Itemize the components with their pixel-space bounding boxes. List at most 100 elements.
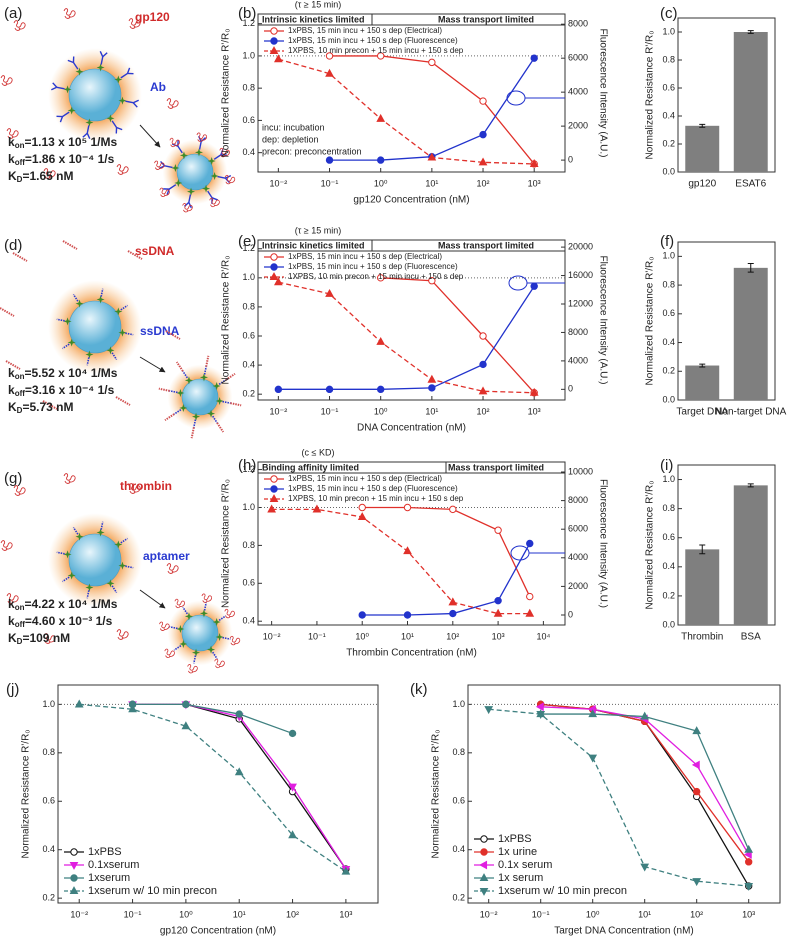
- data-point: [403, 503, 412, 512]
- probe: [56, 551, 65, 555]
- data-point: [427, 152, 437, 161]
- plot-frame: [257, 239, 566, 401]
- y-axis-title: Normalized Resistance R'/R₀: [645, 257, 656, 386]
- data-point: [493, 608, 503, 617]
- y-tick-label: 1.0: [662, 474, 675, 484]
- free-target: [0, 75, 13, 86]
- y-tick-label: 0.8: [662, 279, 675, 289]
- y-tick-label: 16000: [568, 270, 593, 280]
- probe: [222, 400, 231, 404]
- probe: [218, 615, 227, 621]
- constant-value: =4.22 x 10⁴ 1/Ms: [24, 597, 117, 611]
- probe: [169, 626, 178, 630]
- legend-label: 1xPBS, 15 min incu + 150 s dep (Fluoresc…: [288, 36, 458, 45]
- target: [158, 387, 170, 392]
- data-point: [494, 526, 502, 534]
- x-tick-label: 10²: [690, 909, 703, 919]
- x-tick-label: 10⁻¹: [124, 909, 142, 919]
- target: [201, 593, 213, 603]
- y2-axis-title: Fluorescence Intensity (A.U.): [597, 256, 608, 385]
- data-point: [325, 68, 334, 77]
- free-target: [115, 396, 131, 406]
- annotation: Binding affinity limited: [262, 462, 359, 472]
- legend-marker: [269, 272, 279, 281]
- x-axis-title: Target DNA Concentration (nM): [554, 926, 694, 937]
- data-point: [479, 332, 487, 340]
- bar: [733, 32, 768, 172]
- y-tick-label: 0.6: [662, 532, 675, 542]
- panel-label: (b): [238, 5, 256, 22]
- y-tick-label: 0.4: [42, 844, 55, 854]
- symbol: k: [8, 383, 15, 397]
- annotation: dep: depletion: [262, 134, 319, 144]
- y-axis-title: Normalized Resistance R'/R₀: [221, 256, 232, 385]
- legend-label: 1xserum w/ 10 min precon: [88, 885, 217, 897]
- data-point: [640, 711, 650, 720]
- target: [175, 361, 184, 372]
- legend-label: 1x serum: [498, 872, 543, 884]
- data-point: [530, 282, 538, 290]
- data-point: [588, 709, 598, 718]
- annotation: Mass transport limited: [438, 14, 534, 24]
- panel-label: (c): [660, 5, 678, 22]
- data-point: [744, 882, 754, 891]
- data-point: [525, 608, 535, 617]
- probe: [125, 565, 134, 569]
- free-target: [13, 485, 26, 496]
- probe: [218, 379, 227, 385]
- series-line: [540, 713, 750, 850]
- legend-marker: [479, 860, 488, 870]
- axis-indicator: [508, 275, 528, 291]
- data-point: [325, 288, 334, 297]
- y-tick-label: 20000: [568, 241, 593, 251]
- subscript: off: [15, 389, 26, 398]
- series-line: [362, 506, 531, 597]
- probe: [168, 184, 177, 190]
- y-axis-title: Normalized Resistance R'/R₀: [221, 479, 232, 608]
- data-point: [494, 596, 502, 605]
- data-point: [526, 592, 534, 601]
- data-point: [376, 385, 385, 394]
- target: [187, 664, 198, 674]
- free-target: [63, 8, 76, 19]
- y-tick-label: 4000: [568, 355, 588, 365]
- y-tick-label: 0.8: [662, 54, 675, 64]
- annotation: (τ ≥ 15 min): [295, 225, 342, 235]
- particle: [181, 378, 219, 416]
- y-tick-label: 0.2: [42, 893, 55, 903]
- y-tick-label: 1.0: [242, 50, 255, 60]
- probe-label: ssDNA: [140, 324, 180, 338]
- y-tick-label: 8000: [568, 327, 588, 337]
- error-bar: [699, 363, 706, 368]
- y-axis-title: Normalized Resistance R'/R₀: [21, 730, 32, 859]
- panel-label: (j): [6, 681, 19, 698]
- data-point: [448, 597, 458, 606]
- probe: [188, 194, 192, 203]
- x-tick-label: 10¹: [401, 631, 414, 641]
- data-point: [235, 710, 243, 718]
- data-point: [288, 729, 297, 738]
- target: [164, 413, 175, 422]
- x-tick-label: 10³: [339, 909, 352, 919]
- symbol: K: [8, 400, 17, 414]
- y-tick-label: 0.8: [242, 540, 255, 550]
- plot-frame: [677, 464, 776, 626]
- y-tick-label: 0.2: [662, 590, 675, 600]
- annotation: Mass transport limited: [438, 240, 534, 250]
- data-point: [478, 157, 488, 166]
- x-tick-label: 10²: [477, 178, 490, 188]
- constant-value: =5.73 nM: [22, 400, 73, 414]
- probe: [82, 132, 88, 138]
- series-line: [132, 703, 347, 870]
- y-tick-label: 0.8: [242, 301, 255, 311]
- series-line: [132, 703, 347, 870]
- probe: [213, 154, 222, 160]
- y-tick-label: 0.8: [42, 747, 55, 757]
- legend-marker: [479, 873, 489, 882]
- target: [224, 608, 235, 619]
- legend-label: 1xserum w/ 10 min precon: [498, 885, 627, 897]
- y-tick-label: 0.4: [662, 561, 675, 571]
- y-tick-label: 6000: [568, 53, 588, 63]
- y2-axis-title: Fluorescence Intensity (A.U.): [597, 29, 608, 158]
- legend-marker: [270, 27, 278, 35]
